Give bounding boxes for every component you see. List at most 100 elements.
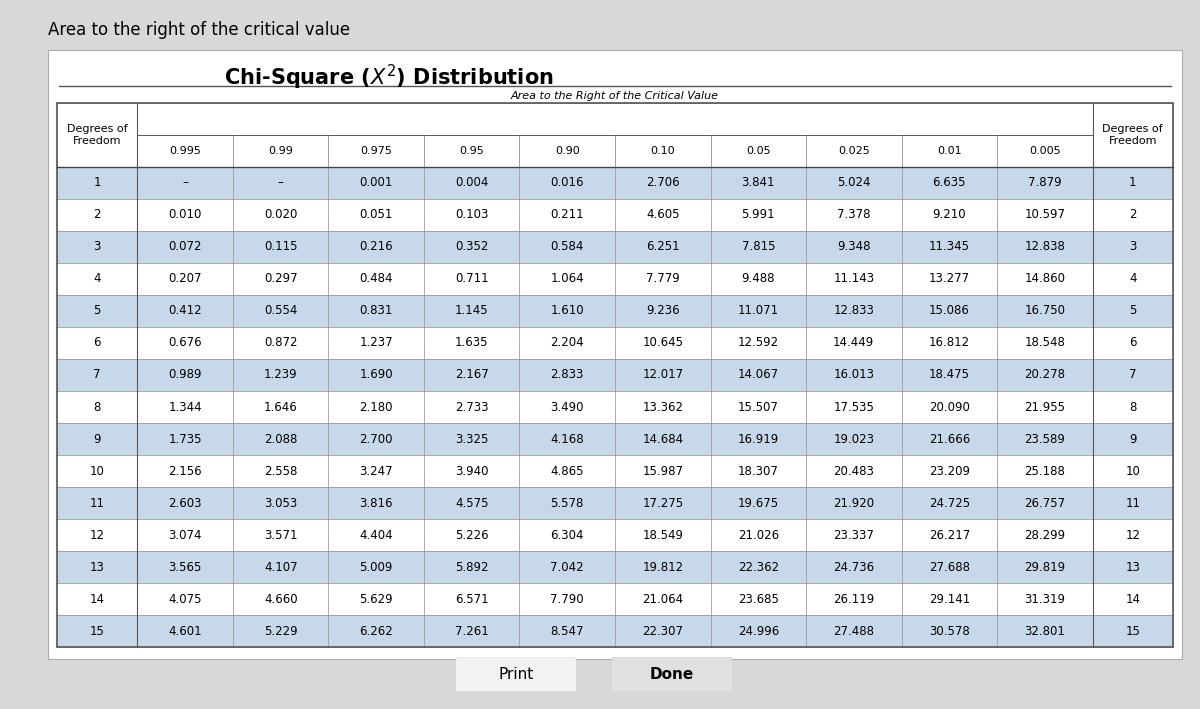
Bar	[58, 167, 138, 199]
Bar	[520, 423, 616, 455]
Text: 9.348: 9.348	[838, 240, 870, 253]
Bar	[520, 295, 616, 327]
Text: 5.892: 5.892	[455, 561, 488, 574]
Text: 14.860: 14.860	[1025, 272, 1066, 286]
Text: 1.610: 1.610	[551, 304, 584, 318]
Bar	[806, 327, 901, 359]
Bar	[520, 583, 616, 615]
Bar	[138, 295, 233, 327]
Bar	[233, 423, 329, 455]
Text: 21.920: 21.920	[833, 496, 875, 510]
Text: 0.99: 0.99	[269, 146, 293, 156]
Bar	[329, 583, 424, 615]
Bar	[329, 487, 424, 519]
Bar	[997, 295, 1092, 327]
Bar	[901, 199, 997, 231]
Bar	[138, 455, 233, 487]
Bar	[520, 487, 616, 519]
Text: 0.584: 0.584	[551, 240, 584, 253]
Bar	[616, 615, 710, 647]
Bar	[329, 199, 424, 231]
Bar	[901, 295, 997, 327]
Bar	[1092, 295, 1172, 327]
Bar	[520, 167, 616, 199]
Bar	[616, 583, 710, 615]
Text: 7.378: 7.378	[838, 208, 870, 221]
Bar	[997, 231, 1092, 263]
Text: 10: 10	[1126, 464, 1140, 478]
Text: 7.779: 7.779	[646, 272, 679, 286]
Bar	[520, 327, 616, 359]
Bar	[329, 263, 424, 295]
Bar	[58, 519, 138, 551]
Bar	[901, 551, 997, 583]
Text: 12.017: 12.017	[642, 369, 683, 381]
Bar	[58, 583, 138, 615]
Bar	[233, 359, 329, 391]
Bar	[901, 327, 997, 359]
Bar	[997, 231, 1092, 263]
Bar	[138, 615, 233, 647]
Bar	[424, 359, 520, 391]
Text: 2.156: 2.156	[168, 464, 202, 478]
Bar	[806, 423, 901, 455]
Bar	[616, 135, 710, 167]
Bar	[901, 423, 997, 455]
Bar	[710, 263, 806, 295]
Bar	[424, 295, 520, 327]
Bar	[1092, 327, 1172, 359]
Text: 5.024: 5.024	[838, 177, 870, 189]
Bar	[424, 583, 520, 615]
Bar	[616, 455, 710, 487]
Bar	[806, 391, 901, 423]
Text: 14: 14	[90, 593, 104, 605]
Bar	[997, 391, 1092, 423]
Bar	[901, 167, 997, 199]
Bar	[616, 263, 710, 295]
Bar	[424, 263, 520, 295]
Bar	[424, 199, 520, 231]
Bar	[520, 359, 616, 391]
Bar	[520, 455, 616, 487]
Bar	[997, 359, 1092, 391]
Bar	[806, 359, 901, 391]
Bar	[329, 327, 424, 359]
Bar	[901, 615, 997, 647]
Text: 10.645: 10.645	[642, 337, 683, 350]
Bar	[138, 103, 1092, 135]
Bar	[329, 391, 424, 423]
Bar	[233, 135, 329, 167]
Bar	[329, 167, 424, 199]
Text: Area to the Right of the Critical Value: Area to the Right of the Critical Value	[511, 91, 719, 101]
Text: 6.635: 6.635	[932, 177, 966, 189]
Text: 6.251: 6.251	[646, 240, 679, 253]
Text: 31.319: 31.319	[1025, 593, 1066, 605]
Bar	[901, 519, 997, 551]
Text: 7.815: 7.815	[742, 240, 775, 253]
Text: 0.207: 0.207	[168, 272, 202, 286]
Bar	[329, 487, 424, 519]
Bar	[1092, 519, 1172, 551]
Text: 13.362: 13.362	[642, 401, 683, 413]
Bar	[329, 135, 424, 167]
Bar	[58, 199, 138, 231]
Bar	[901, 391, 997, 423]
Text: 32.801: 32.801	[1025, 625, 1066, 637]
Bar	[424, 231, 520, 263]
Text: 14.067: 14.067	[738, 369, 779, 381]
Bar	[710, 231, 806, 263]
Text: 3.565: 3.565	[168, 561, 202, 574]
Bar	[997, 167, 1092, 199]
Bar	[901, 615, 997, 647]
Bar	[997, 519, 1092, 551]
Bar	[1092, 519, 1172, 551]
Bar	[58, 231, 138, 263]
Bar	[710, 455, 806, 487]
Bar	[520, 487, 616, 519]
Bar	[329, 519, 424, 551]
Text: –: –	[277, 177, 283, 189]
Text: 15.086: 15.086	[929, 304, 970, 318]
Bar	[138, 551, 233, 583]
Text: 4.575: 4.575	[455, 496, 488, 510]
Text: 3.325: 3.325	[455, 432, 488, 445]
